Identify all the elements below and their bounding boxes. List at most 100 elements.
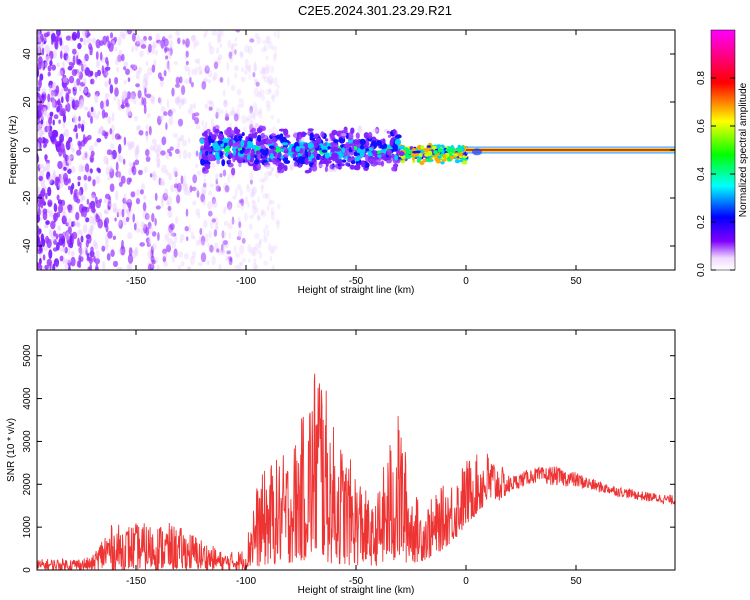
spectrogram-cell	[121, 239, 124, 250]
spectrogram-cell	[253, 258, 257, 265]
spectrogram-cell	[215, 222, 219, 231]
spectrogram-cell	[372, 128, 379, 133]
spectrogram-cell	[259, 177, 264, 183]
spectrogram-cell	[276, 84, 280, 90]
spectrogram-cell	[224, 185, 230, 193]
spectrogram-cell	[225, 255, 230, 262]
y-tick-label: -20	[22, 190, 33, 205]
spectrogram-cell	[133, 248, 139, 257]
spectrogram-cell	[221, 109, 224, 115]
spectrogram-cell	[120, 95, 125, 102]
spectrogram-cell	[173, 61, 178, 65]
spectrogram-cell	[216, 248, 220, 253]
spectrogram-cell	[400, 160, 406, 163]
spectrogram-cell	[257, 249, 261, 255]
spectrogram-cell	[90, 106, 94, 112]
spectrogram-cell	[177, 118, 184, 127]
spectrogram-cell	[128, 141, 134, 150]
spectrogram-cell	[264, 164, 272, 170]
spectrogram-cell	[215, 155, 221, 161]
spectrogram-cell	[206, 260, 210, 266]
spectrogram-cell	[171, 108, 176, 113]
spectrogram-cell	[136, 188, 140, 197]
spectrogram-cell	[114, 217, 117, 222]
spectrogram-cell	[350, 127, 355, 134]
spectrogram-cell	[211, 196, 216, 205]
spectrogram-cell	[154, 218, 157, 226]
spectrogram-cell	[261, 67, 266, 77]
spectrogram-cell	[371, 150, 378, 155]
spectrogram-cell	[39, 243, 42, 253]
spectrogram-cell	[99, 198, 102, 203]
spectrogram-cell	[115, 161, 119, 172]
spectrogram-cell	[38, 78, 42, 89]
spectrogram-cell	[197, 65, 203, 76]
spectrogram-cell	[150, 266, 154, 270]
spectrogram-cell	[103, 209, 108, 215]
spectrogram-cell	[171, 241, 176, 249]
spectrogram-cell	[59, 37, 63, 47]
snr-xlabel: Height of straight line (km)	[298, 585, 415, 596]
spectrogram-cell	[250, 246, 256, 256]
spectrogram-cell	[207, 242, 211, 248]
spectrogram-cell	[219, 43, 223, 48]
spectrogram-cell	[214, 128, 220, 134]
spectrogram-cell	[269, 245, 274, 254]
spectrogram-cell	[40, 209, 44, 216]
spectrogram-cell	[392, 128, 397, 135]
spectrogram-cell	[71, 31, 78, 41]
spectrogram-cell	[222, 89, 226, 97]
spectrogram-cell	[259, 251, 263, 260]
spectrogram-cell	[268, 198, 272, 207]
spectrogram-cell	[63, 86, 69, 92]
spectrogram-cell	[368, 147, 374, 151]
spectrogram-cell	[85, 239, 89, 248]
spectrogram-cell	[156, 39, 162, 44]
x-tick-label: -50	[349, 276, 364, 287]
spectrogram-cell	[237, 135, 243, 139]
spectrogram-cell	[130, 141, 135, 149]
colorbar-tick-label: 0.6	[696, 119, 707, 133]
spectrogram-cell	[231, 216, 235, 225]
spectrogram-cell	[41, 238, 46, 247]
spectrogram-cell	[359, 144, 365, 150]
spectrogram-cell	[145, 130, 149, 137]
spectrogram-cell	[126, 91, 132, 100]
spectrogram-cell	[261, 67, 267, 75]
spectrogram-cell	[120, 104, 126, 109]
spectrogram-cell	[177, 37, 181, 45]
spectrogram-cell	[53, 114, 59, 120]
spectrogram-cell	[289, 164, 294, 171]
spectrogram-cell	[149, 173, 153, 178]
spectrogram-cell	[163, 38, 169, 47]
spectrogram-cell	[47, 186, 52, 197]
spectrogram-cell	[110, 143, 115, 149]
spectrogram-cell	[69, 141, 73, 149]
spectrogram-cell	[67, 218, 72, 228]
spectrogram-cell	[179, 234, 185, 241]
spectrogram-cell	[171, 254, 175, 263]
spectrogram-cell	[89, 215, 95, 225]
spectrogram-cell	[59, 255, 64, 262]
spectrogram-cell	[203, 155, 209, 161]
spectrogram-cell	[91, 206, 96, 214]
spectrogram-cell	[58, 204, 63, 214]
spectrogram-cell	[242, 126, 247, 132]
spectrogram-cell	[321, 149, 328, 153]
spectrogram-cell	[293, 131, 298, 139]
spectrogram-cell	[70, 256, 76, 267]
spectrogram-cell	[126, 216, 130, 222]
spectrogram-cell	[139, 242, 145, 247]
spectrogram-cell	[230, 84, 236, 92]
spectrogram-cell	[77, 229, 83, 236]
spectrogram-cell	[45, 235, 50, 245]
spectrogram-cell	[50, 32, 56, 43]
spectrogram-cell	[223, 99, 228, 108]
spectrogram-cell	[77, 176, 82, 181]
spectrogram-cell	[97, 128, 101, 135]
spectrogram-cell	[431, 145, 437, 150]
spectrogram-cell	[37, 231, 41, 236]
spectrogram-cell	[151, 259, 156, 265]
spectrogram-cell	[323, 142, 327, 146]
spectrogram-cell	[84, 53, 89, 62]
